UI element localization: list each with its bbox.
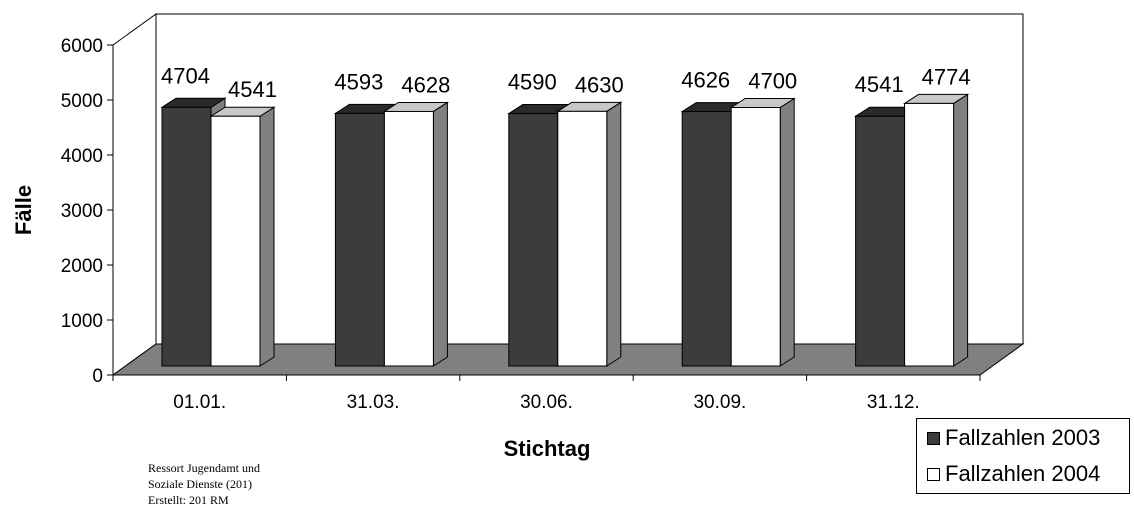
data-label: 4590	[508, 70, 557, 95]
x-axis: 01.01. 31.03. 30.06. 30.09. 31.12.	[112, 374, 981, 413]
bar-side	[953, 93, 969, 367]
footer-note: Ressort Jugendamt und Soziale Dienste (2…	[148, 460, 260, 508]
bar-front	[730, 107, 781, 367]
bar-front	[334, 112, 385, 367]
y-tick-label: 4000	[61, 146, 103, 167]
bar	[902, 93, 970, 367]
x-tick-label: 31.03.	[347, 392, 400, 413]
bar-front	[557, 110, 608, 367]
bar-side	[606, 101, 622, 367]
x-tick-label: 30.06.	[520, 392, 573, 413]
data-labels: 4704 4541 4593 4628 4590 4630 4626 4700 4541 4774	[161, 63, 971, 102]
x-tick-label: 30.09.	[693, 392, 746, 413]
y-tick-label: 6000	[61, 36, 103, 57]
legend-swatch-2004	[927, 467, 940, 481]
y-tick-label: 5000	[61, 91, 103, 112]
y-axis-title: Fälle	[11, 185, 36, 235]
data-label: 4630	[575, 72, 624, 97]
bar-side	[779, 97, 795, 367]
bar	[209, 106, 276, 367]
bar-side	[259, 106, 275, 367]
legend-item-2003: Fallzahlen 2003	[927, 425, 1100, 451]
legend: Fallzahlen 2003 Fallzahlen 2004	[916, 418, 1130, 494]
footer-line-3: Erstellt: 201 RM	[148, 493, 229, 507]
bar	[556, 101, 623, 367]
bar-front	[161, 106, 212, 367]
legend-item-2004: Fallzahlen 2004	[927, 461, 1100, 487]
data-label: 4541	[855, 72, 904, 97]
x-tick-label: 01.01.	[173, 392, 226, 413]
data-label: 4704	[161, 63, 210, 88]
bar	[382, 101, 450, 367]
footer-line-2: Soziale Dienste (201)	[148, 477, 252, 491]
data-label: 4541	[228, 77, 277, 102]
bars	[160, 93, 970, 367]
bar-front	[904, 102, 955, 367]
data-label: 4774	[922, 64, 971, 89]
bar-front	[210, 115, 261, 367]
y-tick-label: 1000	[61, 311, 103, 332]
legend-label-2003: Fallzahlen 2003	[945, 425, 1101, 450]
bar-front	[383, 110, 434, 367]
chart-side-wall	[112, 13, 157, 376]
bar-side	[432, 101, 448, 367]
y-tick-label: 2000	[61, 256, 103, 277]
legend-swatch-2003	[927, 431, 940, 445]
y-axis: 0 1000 2000 3000 4000 5000 6000	[61, 36, 114, 387]
bar-front	[681, 111, 732, 367]
x-axis-title: Stichtag	[504, 436, 591, 461]
data-label: 4700	[748, 69, 797, 94]
data-label: 4593	[334, 69, 383, 94]
bar	[729, 97, 796, 367]
bar-front	[855, 115, 906, 367]
data-label: 4628	[401, 72, 450, 97]
x-tick-label: 31.12.	[867, 392, 920, 413]
y-tick-label: 0	[92, 366, 103, 387]
legend-label-2004: Fallzahlen 2004	[945, 461, 1101, 486]
data-label: 4626	[681, 68, 730, 93]
footer-line-1: Ressort Jugendamt und	[148, 461, 260, 475]
bar-front	[508, 113, 559, 367]
y-tick-label: 3000	[61, 201, 103, 222]
